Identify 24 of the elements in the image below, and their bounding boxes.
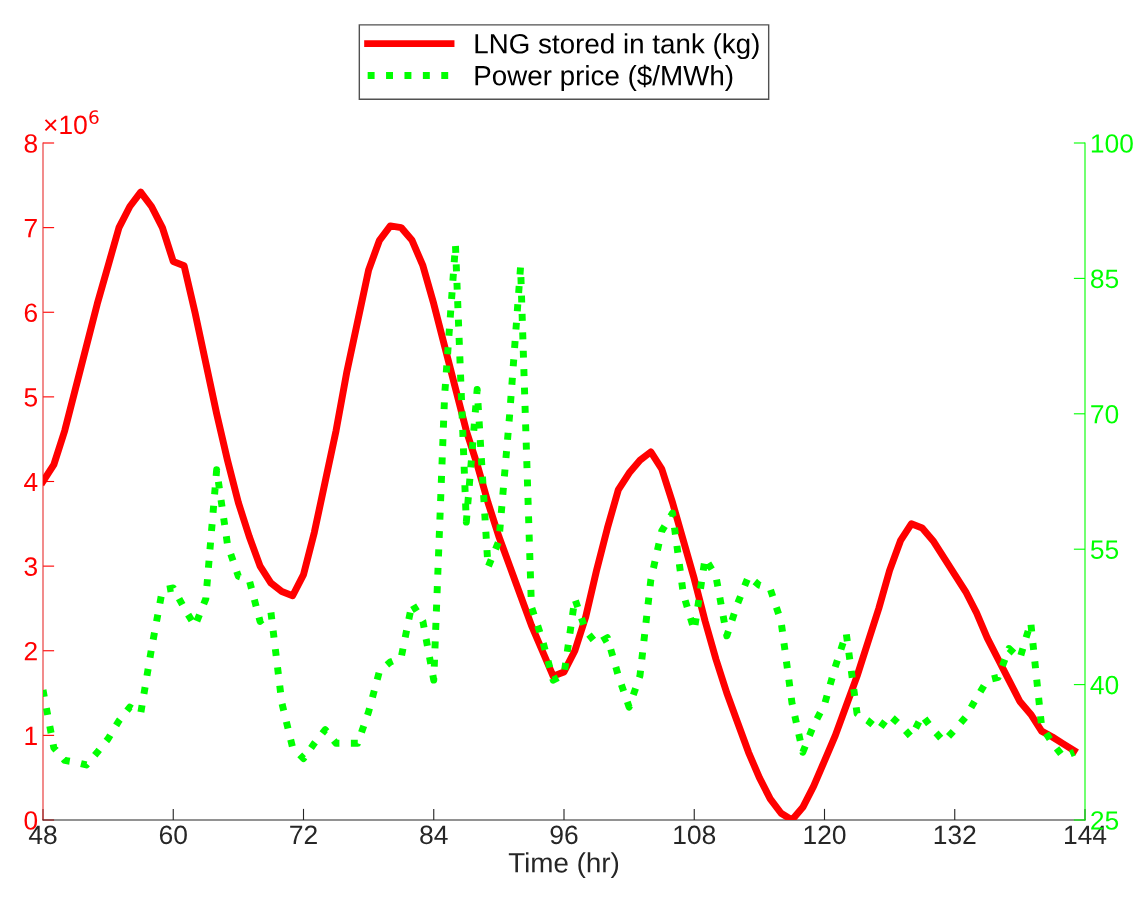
y-tick-label: 8 <box>24 134 37 153</box>
y2-tick-label: 85 <box>1091 269 1119 289</box>
y2-tick-label: 40 <box>1090 675 1119 695</box>
x-tick-label: 132 <box>934 825 976 845</box>
y2-tick-label: 70 <box>1091 404 1119 424</box>
y-tick-label: 1 <box>25 726 37 745</box>
y-tick-label: 6 <box>24 303 37 323</box>
y-tick-label: 7 <box>24 219 37 238</box>
y-tick-label: 5 <box>24 388 38 407</box>
x-tick-label: 120 <box>804 825 846 845</box>
x-tick-label: 108 <box>674 825 716 845</box>
y-tick-label: 3 <box>24 557 37 576</box>
legend-label: Power price ($/MWh) <box>475 64 733 91</box>
y2-tick-label: 55 <box>1090 540 1119 560</box>
x-tick-label: 72 <box>290 825 317 844</box>
text: ×10$^{6}$ <box>44 110 99 135</box>
legend-label: LNG stored in tank (kg) <box>475 33 759 60</box>
y-tick-label: 4 <box>24 472 38 492</box>
x-axis-title: Time (hr) <box>508 852 619 879</box>
x-tick-label: 96 <box>550 825 578 845</box>
x-tick-label: 84 <box>420 825 448 845</box>
y-tick-label: 2 <box>24 641 37 661</box>
x-tick-label: 60 <box>159 825 187 845</box>
y2-tick-label: 100 <box>1091 134 1133 153</box>
